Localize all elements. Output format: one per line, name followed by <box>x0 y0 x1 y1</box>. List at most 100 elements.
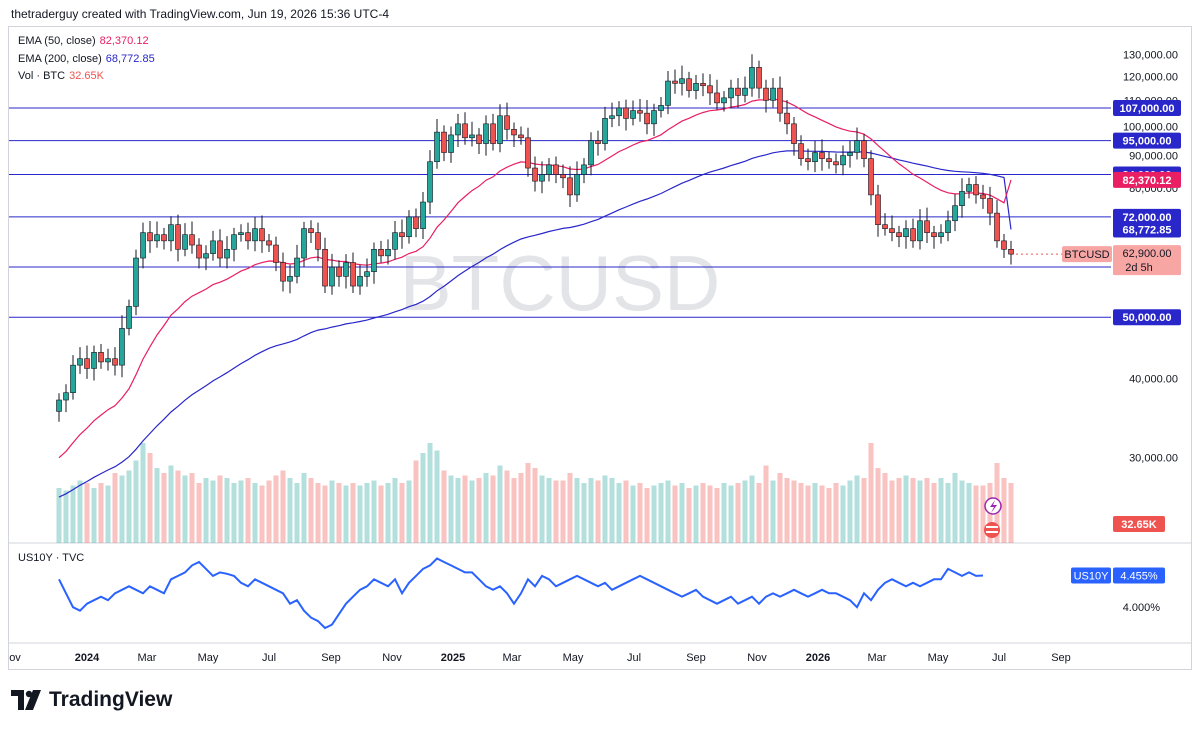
volume-bar <box>399 483 405 543</box>
candle-body <box>672 80 678 84</box>
candle-body <box>693 83 699 91</box>
candle-body <box>427 161 433 203</box>
x-tick-label: Mar <box>868 652 887 664</box>
volume-bar <box>910 478 916 543</box>
candle-body <box>308 228 314 233</box>
candle-body <box>280 262 286 282</box>
volume-bar <box>959 480 965 543</box>
ema200-badge-label: 68,772.85 <box>1123 225 1172 237</box>
volume-bar <box>511 478 517 543</box>
x-tick-label: May <box>563 652 584 664</box>
volume-bar <box>791 480 797 543</box>
price-badge <box>1113 245 1181 276</box>
volume-bar <box>483 473 489 543</box>
candle-body <box>532 167 538 182</box>
x-tick-label: May <box>198 652 219 664</box>
candle-body <box>861 140 867 159</box>
candle-body <box>413 216 419 229</box>
candle-body <box>210 240 216 254</box>
candle-body <box>770 87 776 101</box>
volume-bar <box>112 473 118 543</box>
candle-body <box>714 92 720 104</box>
watermark-text: BTCUSD <box>400 239 721 327</box>
tradingview-logo[interactable]: TradingView <box>11 688 172 712</box>
candle-body <box>609 115 615 119</box>
x-tick-label: Mar <box>503 652 522 664</box>
volume-bar <box>931 483 937 543</box>
candle-body <box>938 232 944 238</box>
volume-bar <box>56 488 62 543</box>
tradingview-logo-icon <box>11 690 41 710</box>
volume-bar <box>336 483 342 543</box>
candle-body <box>742 87 748 96</box>
volume-bar <box>539 475 545 543</box>
candle-body <box>329 266 335 287</box>
candle-body <box>385 249 391 257</box>
candle-body <box>301 228 307 259</box>
volume-bar <box>630 485 636 543</box>
candle-body <box>868 158 874 196</box>
candle-body <box>294 257 300 277</box>
candle-body <box>98 352 104 363</box>
candle-body <box>819 152 825 159</box>
volume-bar <box>847 480 853 543</box>
legend-ema200-value: 68,772.85 <box>105 53 155 65</box>
volume-bar <box>84 483 90 543</box>
candle-body <box>392 232 398 250</box>
volume-bar <box>140 443 146 543</box>
candle-body <box>350 262 356 287</box>
y-tick-label: 100,000.00 <box>1123 122 1178 134</box>
candle-body <box>175 224 181 250</box>
x-tick-label: Nov <box>747 652 767 664</box>
candle-body <box>231 234 237 250</box>
candle-body <box>434 131 440 163</box>
candle-body <box>105 358 111 363</box>
us-flag-event-icon <box>984 522 1000 538</box>
volume-bar <box>651 485 657 543</box>
candle-body <box>497 115 503 144</box>
candle-body <box>511 129 517 136</box>
volume-bar <box>497 465 503 543</box>
legend-ema50-value: 82,370.12 <box>99 35 149 47</box>
volume-bar <box>161 473 167 543</box>
level-badge <box>1113 132 1181 149</box>
us10y-line <box>58 557 984 630</box>
volume-bar <box>378 485 384 543</box>
volume-bar <box>91 488 97 543</box>
ema50-badge <box>1113 171 1181 188</box>
volume-bar <box>133 460 139 543</box>
y-tick-label: 40,000.00 <box>1129 374 1178 386</box>
volume-bar <box>469 480 475 543</box>
volume-bar <box>546 478 552 543</box>
candle-body <box>378 249 384 257</box>
chart-frame <box>8 26 1192 670</box>
volume-bar <box>98 483 104 543</box>
symbol-badge <box>1062 246 1112 263</box>
volume-bar <box>868 443 874 543</box>
x-tick-label: Jul <box>627 652 641 664</box>
volume-bar <box>609 478 615 543</box>
volume-bar <box>462 475 468 543</box>
candle-body <box>602 118 608 144</box>
us10y-pane-title[interactable]: US10Y · TVC <box>18 552 84 564</box>
candle-body <box>581 164 587 175</box>
volume-bar <box>259 485 265 543</box>
volume-bar <box>798 483 804 543</box>
candle-body <box>287 276 293 282</box>
legend-ema50[interactable]: EMA (50, close) 82,370.12 <box>18 35 149 47</box>
candle-body <box>560 174 566 179</box>
volume-bar <box>889 480 895 543</box>
candle-body <box>406 216 412 238</box>
ema50-badge-label: 82,370.12 <box>1123 175 1172 187</box>
legend-volume[interactable]: Vol · BTC 32.65K <box>18 70 104 82</box>
x-tick-label: 2025 <box>441 652 465 664</box>
candle-body <box>791 123 797 144</box>
us10y-axis-tick: 4.000% <box>1123 602 1161 614</box>
volume-bar <box>189 473 195 543</box>
candle-body <box>623 107 629 119</box>
legend-ema200[interactable]: EMA (200, close) 68,772.85 <box>18 53 155 65</box>
candle-body <box>168 224 174 242</box>
candle-body <box>805 158 811 163</box>
volume-bar <box>434 450 440 543</box>
